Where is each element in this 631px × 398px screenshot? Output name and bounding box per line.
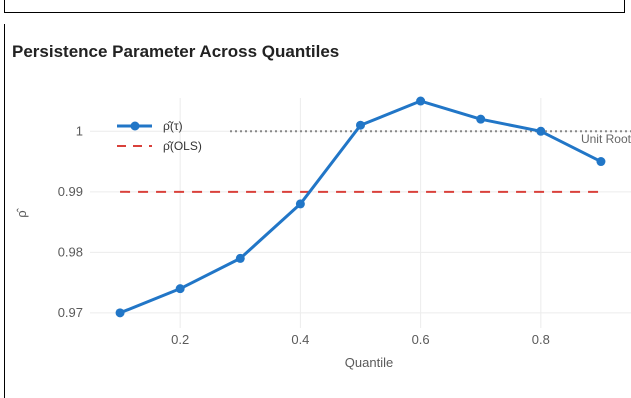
y-tick-label: 0.97 <box>58 305 83 320</box>
x-axis-label: Quantile <box>345 355 393 370</box>
data-point <box>295 199 305 209</box>
legend-label-series: ρ̂(τ) <box>163 119 183 133</box>
y-tick-label: 0.99 <box>58 184 83 199</box>
data-point <box>476 114 486 124</box>
x-tick-label: 0.2 <box>171 332 189 347</box>
legend: ρ̂(τ) ρ̂(OLS) <box>117 119 202 153</box>
unit-root-annotation: Unit Root <box>581 132 631 146</box>
tick-labels: 0.2 0.4 0.6 0.8 0.97 0.98 0.99 1 <box>58 123 550 347</box>
data-point <box>416 96 426 106</box>
top-frame <box>4 0 625 13</box>
chart-title: Persistence Parameter Across Quantiles <box>12 42 340 61</box>
legend-marker-series <box>130 121 140 131</box>
y-tick-label: 1 <box>76 123 83 138</box>
data-point <box>356 120 365 130</box>
x-tick-label: 0.4 <box>291 332 309 347</box>
x-tick-label: 0.8 <box>532 332 550 347</box>
reference-lines <box>120 130 631 193</box>
series-line-0 <box>119 99 602 315</box>
left-border <box>4 24 5 398</box>
y-axis-label: ρ̂ <box>14 207 29 217</box>
series-layer <box>115 96 606 318</box>
y-tick-label: 0.98 <box>58 244 83 259</box>
data-point <box>235 253 245 263</box>
x-tick-label: 0.6 <box>412 332 430 347</box>
data-point <box>536 126 546 136</box>
data-point <box>596 157 606 167</box>
legend-label-ols: ρ̂(OLS) <box>163 139 202 153</box>
data-point <box>115 308 125 318</box>
data-point <box>175 284 185 294</box>
